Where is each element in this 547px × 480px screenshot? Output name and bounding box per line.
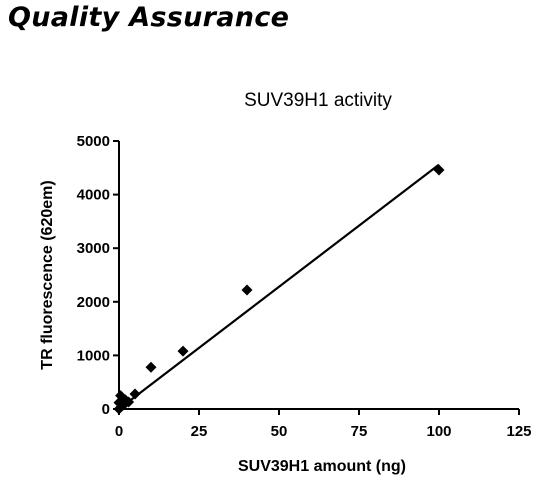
y-tick-label: 5000 — [77, 133, 110, 150]
x-tick-label: 50 — [271, 423, 288, 440]
fit-line — [118, 163, 440, 410]
y-axis-label: TR fluorescence (620em) — [39, 180, 56, 369]
data-point — [177, 345, 189, 357]
x-tick-label: 0 — [115, 423, 123, 440]
chart-axes — [118, 141, 519, 410]
chart-points — [113, 164, 445, 415]
x-axis-label: SUV39H1 amount (ng) — [238, 458, 406, 475]
data-point — [433, 164, 445, 176]
y-tick-label: 1000 — [77, 347, 110, 364]
data-point — [241, 284, 253, 296]
y-tick-label: 3000 — [77, 240, 110, 257]
y-tick-label: 2000 — [77, 294, 110, 311]
chart-ticks: 0 25 50 75 100 125 0 1000 2000 3000 4000 5000 — [77, 133, 532, 440]
data-point — [123, 396, 135, 408]
y-tick-label: 4000 — [77, 187, 110, 204]
x-tick-label: 125 — [506, 423, 531, 440]
y-tick-label: 0 — [102, 401, 110, 418]
page-heading: Quality Assurance — [8, 2, 290, 33]
x-tick-label: 100 — [426, 423, 451, 440]
chart-fit-line-group — [118, 163, 440, 410]
x-tick-label: 75 — [351, 423, 368, 440]
data-point — [145, 361, 157, 373]
chart-title: SUV39H1 activity — [244, 90, 392, 111]
data-point — [129, 388, 141, 400]
x-tick-label: 25 — [191, 423, 208, 440]
